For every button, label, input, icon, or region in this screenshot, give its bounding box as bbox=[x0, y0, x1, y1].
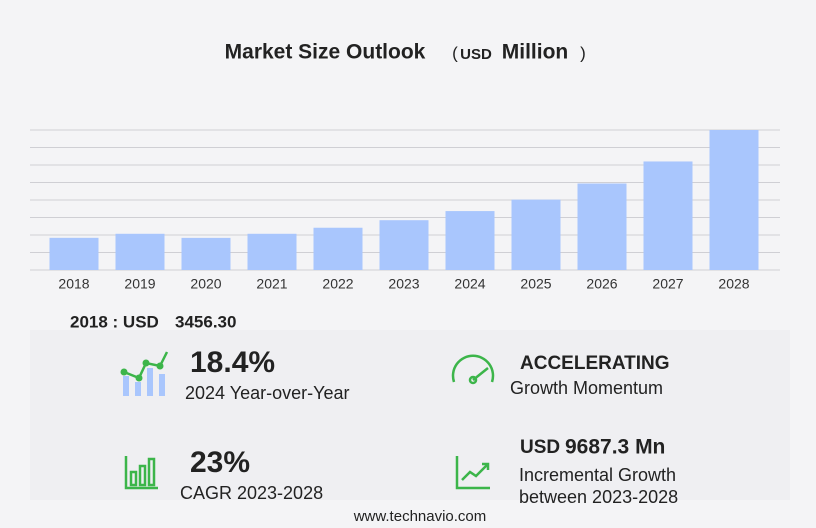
bar bbox=[643, 161, 693, 270]
metrics-panel bbox=[30, 330, 790, 500]
bar bbox=[247, 233, 297, 270]
base-value: 3456.30 bbox=[175, 312, 236, 331]
x-tick-label: 2021 bbox=[256, 276, 287, 292]
metric-value: 9687.3 Mn bbox=[565, 436, 665, 459]
bar bbox=[709, 130, 759, 270]
x-tick-label: 2026 bbox=[586, 276, 617, 292]
metric-unit: USD bbox=[520, 437, 560, 458]
bar bbox=[313, 227, 363, 270]
bar bbox=[511, 199, 561, 270]
title-paren: ) bbox=[580, 43, 586, 62]
x-tick-label: 2027 bbox=[652, 276, 683, 292]
bar bbox=[577, 183, 627, 270]
gauge-icon bbox=[451, 354, 495, 385]
title-paren: ( bbox=[452, 43, 458, 62]
bar bbox=[115, 233, 165, 270]
metric-label: Incremental Growth bbox=[519, 465, 676, 485]
growth-icon bbox=[455, 456, 490, 490]
metric-label: 2024 Year-over-Year bbox=[185, 383, 349, 403]
title-unit: USD bbox=[460, 46, 492, 63]
x-tick-label: 2028 bbox=[718, 276, 749, 292]
x-tick-label: 2022 bbox=[322, 276, 353, 292]
bar bbox=[379, 220, 429, 270]
x-tick-label: 2020 bbox=[190, 276, 221, 292]
metric-value: 18.4% bbox=[190, 346, 275, 379]
metric-label: Growth Momentum bbox=[510, 378, 663, 398]
yoy-icon bbox=[120, 351, 169, 396]
x-tick-label: 2023 bbox=[388, 276, 419, 292]
base-label: 2018 : USD bbox=[70, 312, 159, 331]
footer: www.technavio.com bbox=[353, 508, 487, 525]
bar bbox=[445, 211, 495, 270]
cagr-icon bbox=[124, 456, 158, 490]
metric-label: CAGR 2023-2028 bbox=[180, 483, 323, 503]
x-tick-label: 2024 bbox=[454, 276, 485, 292]
x-tick-label: 2018 bbox=[58, 276, 89, 292]
title-unit-name: Million bbox=[502, 41, 569, 64]
chart-title: Market Size Outlook bbox=[225, 41, 426, 64]
metric-value: 23% bbox=[190, 446, 250, 479]
metric-value: ACCELERATING bbox=[520, 353, 670, 374]
bar bbox=[181, 237, 231, 270]
x-tick-label: 2019 bbox=[124, 276, 155, 292]
x-tick-label: 2025 bbox=[520, 276, 551, 292]
bar bbox=[49, 237, 99, 270]
metric-label: between 2023-2028 bbox=[519, 487, 678, 507]
